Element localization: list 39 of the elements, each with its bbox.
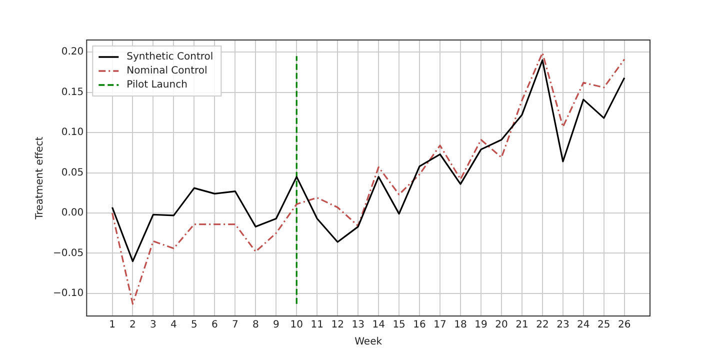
x-tick-label: 11	[310, 320, 324, 331]
x-tick-label: 5	[191, 320, 198, 331]
y-tick-label: 0.10	[61, 127, 84, 138]
y-tick-label: −0.10	[52, 288, 84, 300]
x-tick-label: 24	[577, 320, 590, 331]
x-axis-title: Week	[354, 336, 382, 348]
x-tick-label: 7	[232, 320, 238, 331]
y-axis-title: Treatment effect	[34, 136, 46, 220]
y-tick-label: 0.05	[61, 167, 84, 178]
x-tick-label: 22	[536, 320, 549, 331]
x-tick-label: 9	[272, 320, 280, 331]
x-tick-label: 3	[150, 320, 156, 331]
x-tick-label: 2	[130, 320, 136, 331]
x-tick-label: 12	[331, 320, 344, 331]
x-tick-label: 26	[618, 320, 631, 331]
x-tick-label: 17	[434, 320, 446, 331]
x-tick-label: 23	[556, 320, 570, 331]
x-tick-label: 4	[170, 320, 177, 331]
x-tick-label: 19	[474, 320, 488, 331]
legend-label: Nominal Control	[126, 66, 208, 77]
x-tick-label: 25	[598, 320, 610, 331]
legend-label: Pilot Launch	[126, 80, 188, 91]
y-tick-label: 0.20	[61, 46, 84, 58]
y-tick-label: 0.00	[61, 208, 84, 219]
x-tick-label: 14	[372, 320, 385, 331]
x-tick-label: 20	[495, 320, 508, 331]
x-tick-label: 1	[109, 320, 116, 331]
x-tick-label: 6	[211, 320, 218, 331]
x-tick-label: 16	[413, 320, 426, 331]
y-tick-label: −0.05	[52, 248, 84, 259]
line-series	[111, 52, 626, 305]
x-tick-label: 21	[516, 320, 528, 331]
x-tick-label: 18	[454, 320, 467, 331]
x-tick-label: 13	[352, 320, 364, 331]
legend-label: Synthetic Control	[126, 52, 214, 63]
x-tick-label: 8	[252, 320, 259, 331]
x-tick-label: 15	[392, 320, 406, 331]
x-tick-label: 10	[290, 320, 303, 331]
y-tick-label: 0.15	[61, 86, 84, 98]
